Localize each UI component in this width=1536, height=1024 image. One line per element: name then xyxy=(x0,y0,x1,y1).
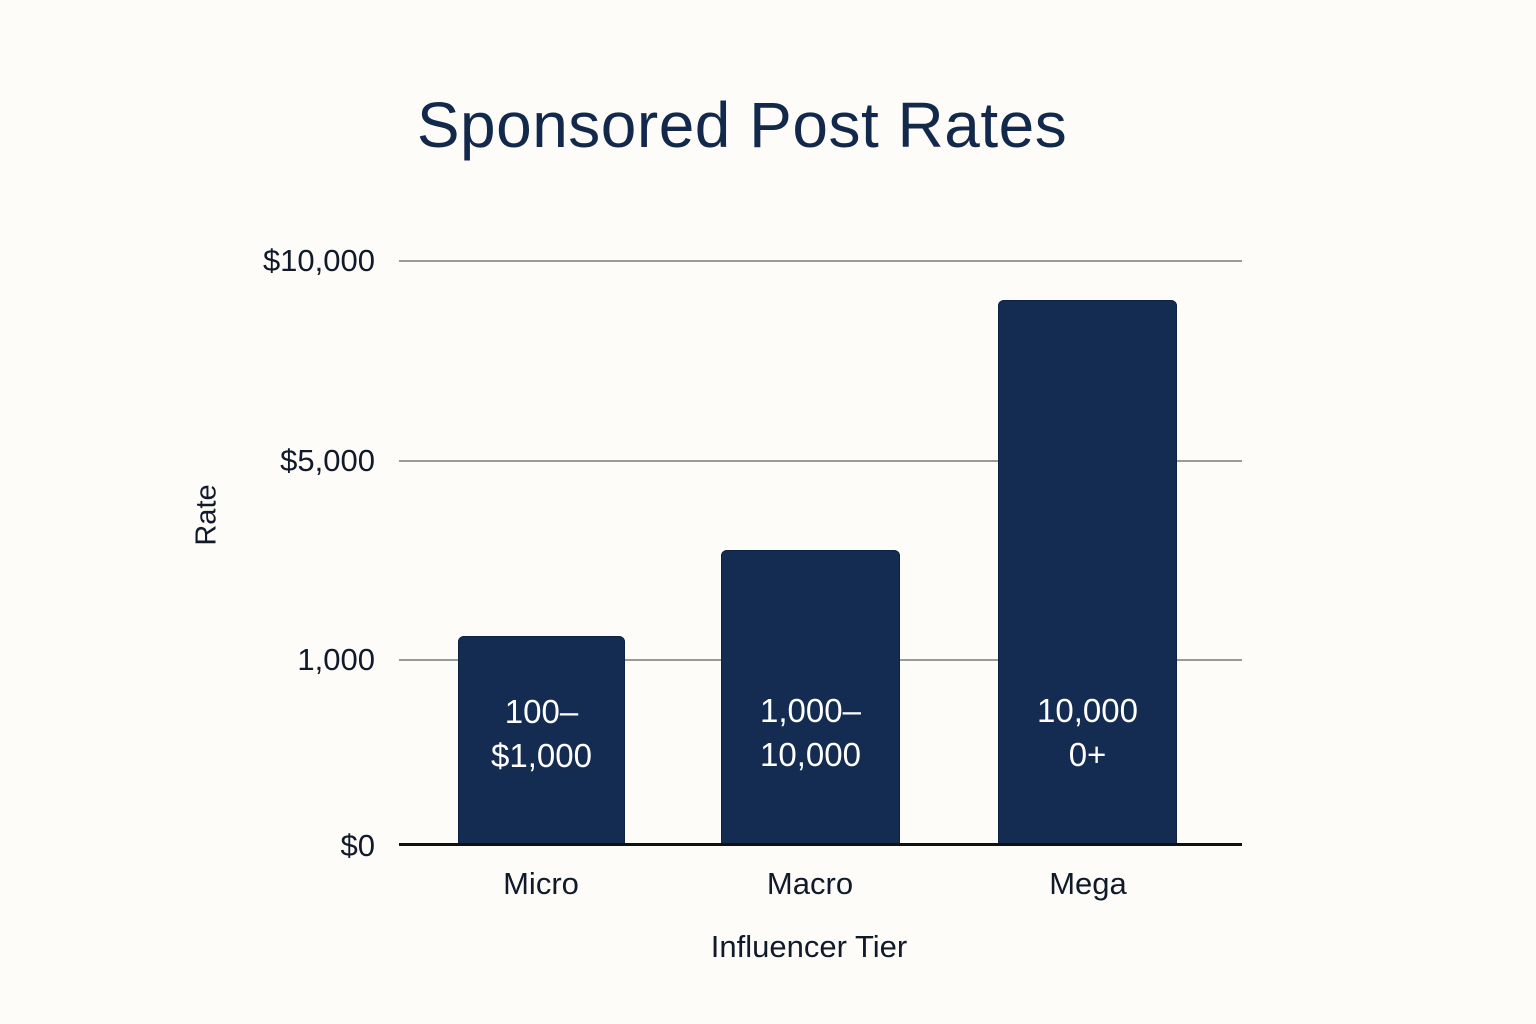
x-axis-label: Influencer Tier xyxy=(710,929,908,964)
bar-mega-label-line1: 10,000 xyxy=(1037,692,1138,729)
bar-micro: 100– $1,000 xyxy=(458,636,625,845)
bar-macro-value-label: 1,000– 10,000 xyxy=(721,689,900,777)
x-tick-macro: Macro xyxy=(766,866,854,901)
bar-macro-label-line2: 10,000 xyxy=(760,736,861,773)
y-axis-label: Rate xyxy=(190,484,223,546)
y-tick-1000: 1,000 xyxy=(297,642,375,677)
y-tick-10000: $10,000 xyxy=(262,243,375,278)
bar-mega-label-line2: 0+ xyxy=(1068,736,1107,773)
bar-mega: 10,000 0+ xyxy=(998,300,1177,845)
y-tick-5000: $5,000 xyxy=(280,443,375,478)
x-tick-mega: Mega xyxy=(1049,866,1127,901)
x-axis-baseline xyxy=(399,843,1242,846)
bar-mega-value-label: 10,000 0+ xyxy=(998,689,1177,777)
bar-micro-label-line2: $1,000 xyxy=(491,737,592,774)
bar-macro: 1,000– 10,000 xyxy=(721,550,900,845)
chart-title: Sponsored Post Rates xyxy=(416,89,1068,161)
gridline-10000 xyxy=(399,260,1242,262)
y-tick-0: $0 xyxy=(340,828,375,863)
gridline-5000 xyxy=(399,460,1242,462)
bar-macro-label-line1: 1,000– xyxy=(760,692,861,729)
bar-micro-value-label: 100– $1,000 xyxy=(458,690,625,778)
x-tick-micro: Micro xyxy=(503,866,579,901)
bar-micro-label-line1: 100– xyxy=(504,693,579,730)
